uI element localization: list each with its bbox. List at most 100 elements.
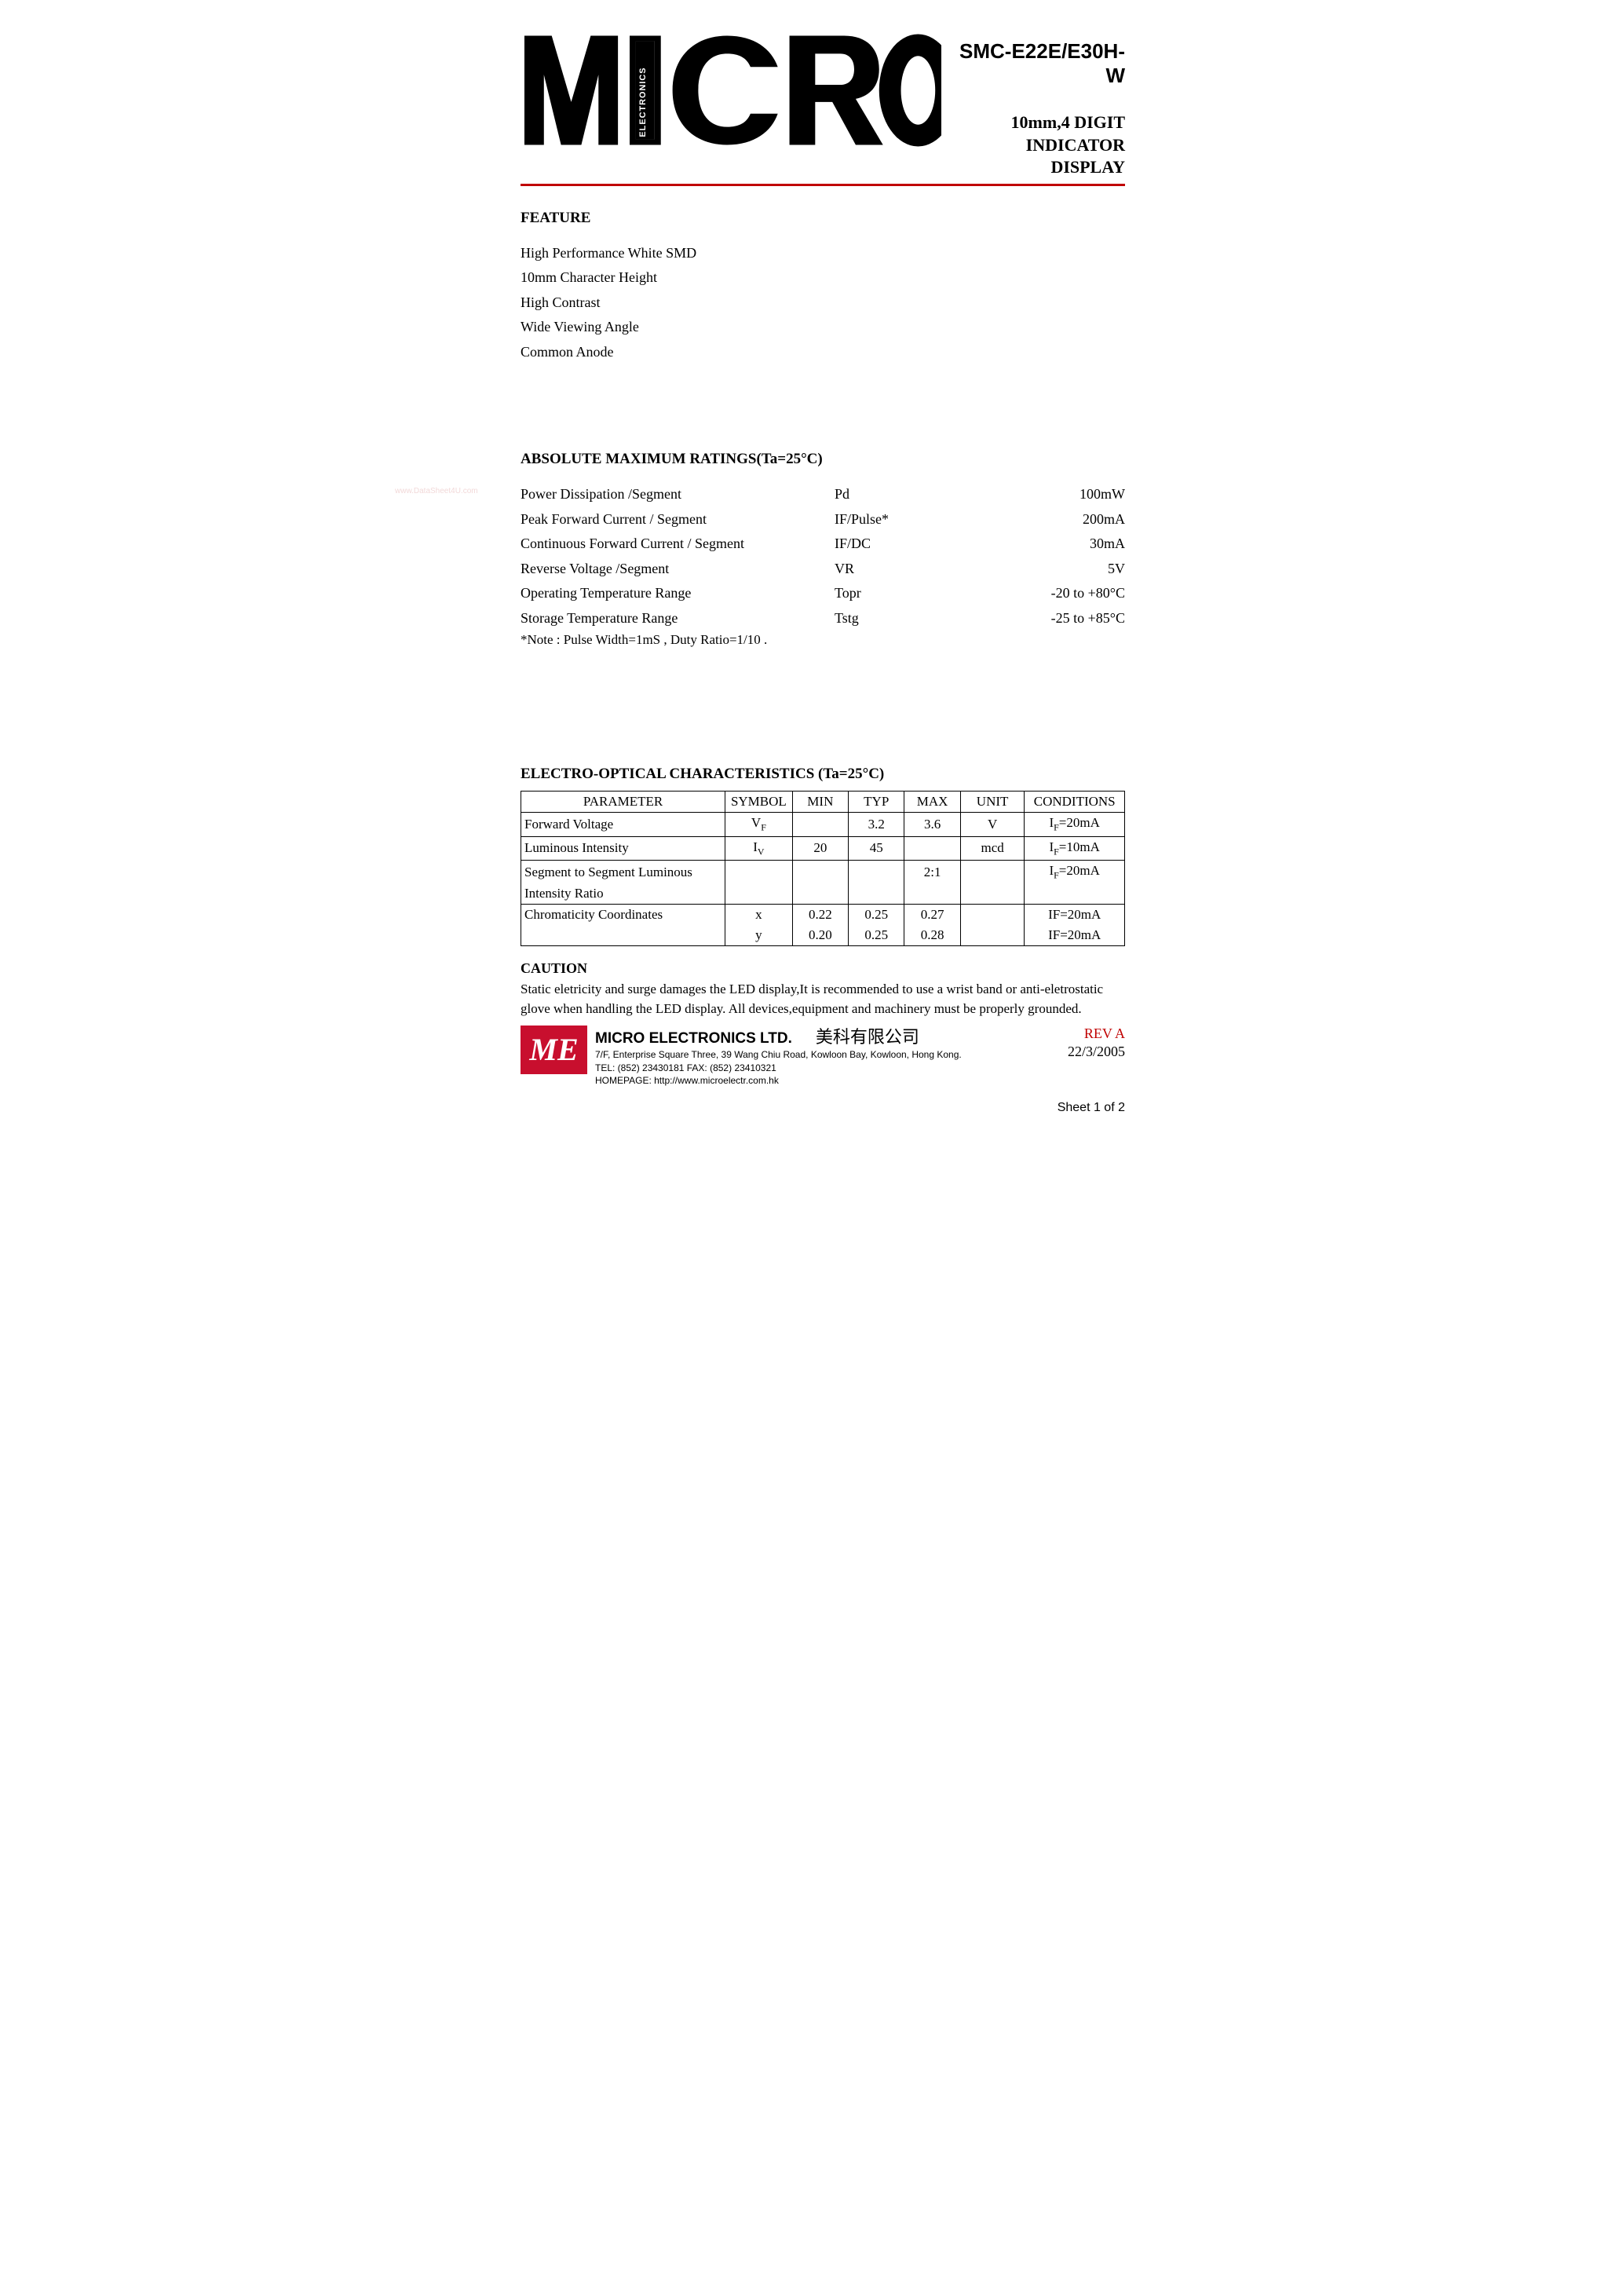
eo-table: PARAMETERSYMBOLMINTYPMAXUNITCONDITIONS F… [521, 791, 1125, 946]
table-header-cell: SYMBOL [725, 792, 793, 813]
table-cell: 3.6 [904, 813, 960, 836]
footer-right: REV A 22/3/2005 [1068, 1026, 1125, 1060]
footer-mid: MICRO ELECTRONICS LTD. 美科有限公司 7/F, Enter… [595, 1026, 1060, 1087]
table-cell: IF=20mA [1025, 905, 1125, 926]
subtitle-line: DISPLAY [941, 156, 1125, 179]
table-cell: 45 [849, 836, 904, 860]
micro-logo: ELECTRONICS [521, 31, 941, 149]
table-cell: Segment to Segment Luminous [521, 861, 725, 884]
table-cell [792, 883, 848, 905]
footer-company: MICRO ELECTRONICS LTD. [595, 1029, 792, 1049]
table-cell: 20 [792, 836, 848, 860]
ratings-note: *Note : Pulse Width=1mS , Duty Ratio=1/1… [521, 632, 1125, 648]
table-row: Segment to Segment Luminous 2:1 IF=20mA [521, 861, 1125, 884]
part-number: SMC-E22E/E30H-W [941, 39, 1125, 88]
table-cell [725, 861, 793, 884]
ratings-section: ABSOLUTE MAXIMUM RATINGS(Ta=25°C) Power … [521, 451, 1125, 648]
table-header-cell: TYP [849, 792, 904, 813]
footer: ME MICRO ELECTRONICS LTD. 美科有限公司 7/F, En… [521, 1026, 1125, 1087]
table-cell: 0.20 [792, 925, 848, 946]
caution-text: Static eletricity and surge damages the … [521, 980, 1125, 1018]
ratings-param: Peak Forward Current / Segment [521, 507, 835, 532]
feature-heading: FEATURE [521, 210, 1125, 227]
footer-tel: TEL: (852) 23430181 FAX: (852) 23410321 [595, 1062, 1060, 1074]
watermark: www.DataSheet4U.com [395, 487, 478, 495]
table-cell: 0.27 [904, 905, 960, 926]
ratings-row: Operating Temperature RangeTopr-20 to +8… [521, 581, 1125, 606]
ratings-value: 5V [968, 557, 1125, 582]
table-cell [849, 861, 904, 884]
table-row: y0.200.250.28IF=20mA [521, 925, 1125, 946]
ratings-value: 30mA [968, 532, 1125, 557]
ratings-param: Continuous Forward Current / Segment [521, 532, 835, 557]
table-cell [1025, 883, 1125, 905]
footer-homepage: HOMEPAGE: http://www.microelectr.com.hk [595, 1074, 1060, 1087]
table-row: Luminous IntensityIV2045mcdIF=10mA [521, 836, 1125, 860]
footer-logo: ME [521, 1026, 587, 1074]
feature-item: Wide Viewing Angle [521, 315, 1125, 340]
ratings-value: -20 to +80°C [968, 581, 1125, 606]
table-cell: 3.2 [849, 813, 904, 836]
table-cell [904, 883, 960, 905]
feature-item: Common Anode [521, 340, 1125, 365]
table-row: Intensity Ratio [521, 883, 1125, 905]
ratings-param: Operating Temperature Range [521, 581, 835, 606]
table-cell: IF=20mA [1025, 925, 1125, 946]
table-header-cell: MAX [904, 792, 960, 813]
table-cell: VF [725, 813, 793, 836]
revision: REV A [1068, 1026, 1125, 1042]
ratings-row: Storage Temperature RangeTstg-25 to +85°… [521, 606, 1125, 631]
footer-chinese: 美科有限公司 [816, 1026, 919, 1049]
feature-item: High Contrast [521, 291, 1125, 316]
ratings-value: 100mW [968, 482, 1125, 507]
ratings-param: Storage Temperature Range [521, 606, 835, 631]
feature-item: High Performance White SMD [521, 241, 1125, 266]
eo-heading: ELECTRO-OPTICAL CHARACTERISTICS (Ta=25°C… [521, 766, 1125, 783]
table-cell [960, 861, 1025, 884]
sheet-number: Sheet 1 of 2 [521, 1101, 1125, 1115]
ratings-param: Reverse Voltage /Segment [521, 557, 835, 582]
table-cell: x [725, 905, 793, 926]
table-cell [904, 836, 960, 860]
ratings-symbol: VR [835, 557, 968, 582]
revision-date: 22/3/2005 [1068, 1044, 1125, 1060]
table-cell: 0.25 [849, 905, 904, 926]
table-cell: Chromaticity Coordinates [521, 905, 725, 926]
ratings-symbol: IF/DC [835, 532, 968, 557]
table-cell [849, 883, 904, 905]
table-cell [725, 883, 793, 905]
feature-item: 10mm Character Height [521, 265, 1125, 291]
ratings-symbol: Topr [835, 581, 968, 606]
table-cell: IF=20mA [1025, 813, 1125, 836]
table-cell: IF=10mA [1025, 836, 1125, 860]
table-cell [792, 861, 848, 884]
ratings-symbol: IF/Pulse* [835, 507, 968, 532]
subtitle-line: 10mm,4 DIGIT [941, 112, 1125, 134]
eo-section: ELECTRO-OPTICAL CHARACTERISTICS (Ta=25°C… [521, 766, 1125, 946]
table-cell: IF=20mA [1025, 861, 1125, 884]
table-row: Chromaticity Coordinatesx0.220.250.27 IF=… [521, 905, 1125, 926]
ratings-heading: ABSOLUTE MAXIMUM RATINGS(Ta=25°C) [521, 451, 1125, 468]
table-cell: Forward Voltage [521, 813, 725, 836]
table-cell [960, 905, 1025, 926]
ratings-row: Peak Forward Current / SegmentIF/Pulse*2… [521, 507, 1125, 532]
table-cell: V [960, 813, 1025, 836]
ratings-symbol: Tstg [835, 606, 968, 631]
table-cell: 0.28 [904, 925, 960, 946]
table-cell: 0.22 [792, 905, 848, 926]
table-header-row: PARAMETERSYMBOLMINTYPMAXUNITCONDITIONS [521, 792, 1125, 813]
table-cell: 0.25 [849, 925, 904, 946]
divider [521, 184, 1125, 186]
ratings-row: Power Dissipation /SegmentPd100mW [521, 482, 1125, 507]
header-right: SMC-E22E/E30H-W 10mm,4 DIGIT INDICATOR D… [941, 31, 1125, 179]
table-cell [960, 925, 1025, 946]
footer-logo-text: ME [529, 1031, 578, 1068]
table-cell: 2:1 [904, 861, 960, 884]
table-row: Forward VoltageVF 3.23.6VIF=20mA [521, 813, 1125, 836]
caution-heading: CAUTION [521, 960, 1125, 977]
table-cell [960, 883, 1025, 905]
feature-list: High Performance White SMD10mm Character… [521, 241, 1125, 365]
subtitle-line: INDICATOR [941, 134, 1125, 157]
table-cell [792, 813, 848, 836]
table-header-cell: MIN [792, 792, 848, 813]
